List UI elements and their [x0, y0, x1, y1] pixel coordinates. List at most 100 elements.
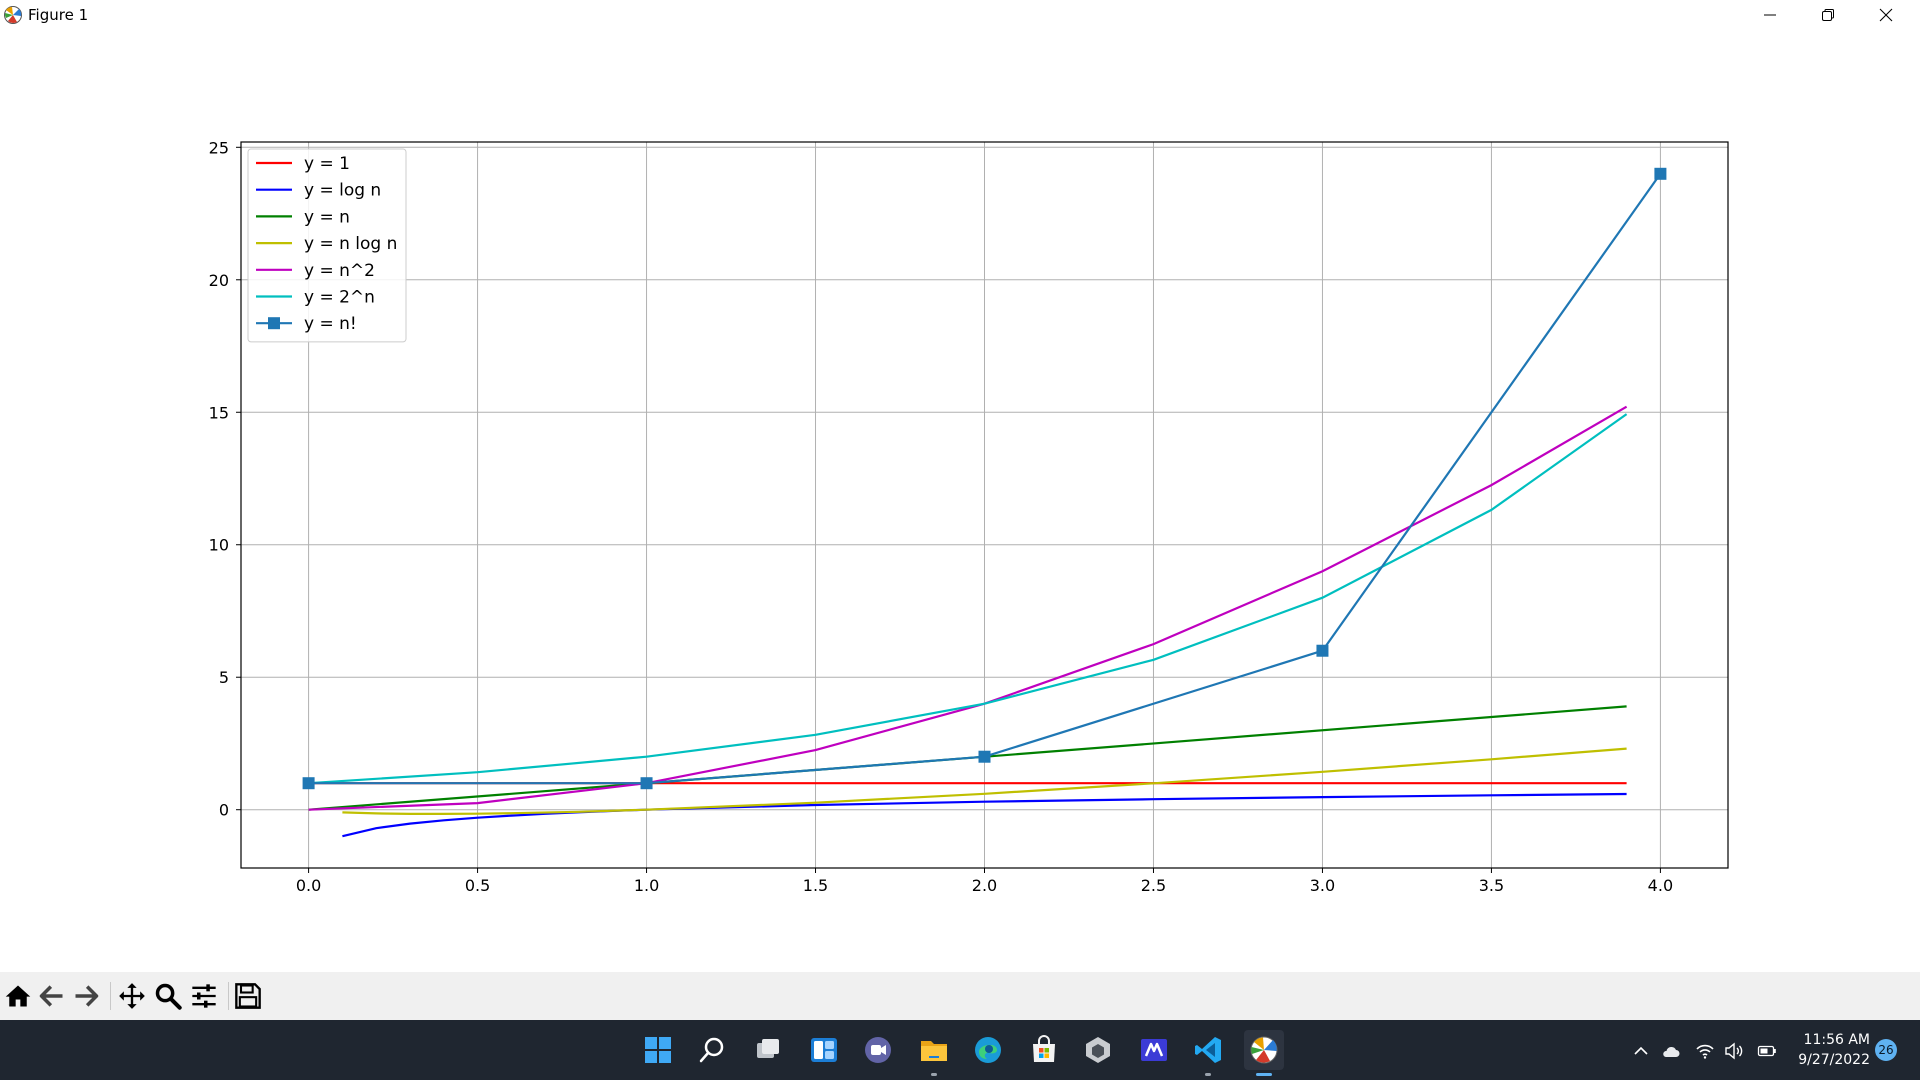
- y-tick-label: 0: [219, 801, 229, 820]
- minimize-icon: [1764, 14, 1776, 16]
- series-marker: [302, 777, 315, 790]
- teams-chat-button[interactable]: [858, 1030, 898, 1070]
- battery-icon: [1757, 1045, 1776, 1057]
- legend-label: y = 2^n: [304, 288, 375, 308]
- close-button[interactable]: [1857, 0, 1915, 30]
- python-figure-button[interactable]: [1244, 1030, 1284, 1076]
- store-icon: [1033, 1035, 1055, 1062]
- forward-button[interactable]: [70, 980, 102, 1012]
- task-view-icon: [757, 1039, 779, 1058]
- widgets-icon: [811, 1038, 837, 1062]
- active-indicator: [1256, 1073, 1272, 1076]
- configure-subplots-icon: [192, 984, 216, 1008]
- legend-label: y = n^2: [304, 261, 375, 281]
- line-chart: 0.0 0.5 1.0 1.5 2.0 2.5 3.0 3.5 4.0 0 5 10 15 20 25 y =…: [209, 138, 1729, 895]
- edge-icon: [975, 1037, 1001, 1063]
- window-titlebar: Figure 1: [0, 0, 1920, 30]
- x-tick-label: 0.5: [465, 876, 490, 895]
- edge-browser-button[interactable]: [968, 1030, 1008, 1070]
- window-title: Figure 1: [28, 6, 89, 24]
- toolbar-separator: [228, 982, 229, 1010]
- store-button[interactable]: [1024, 1030, 1064, 1070]
- cube-app-icon: [1086, 1037, 1110, 1063]
- x-tick-label: 3.0: [1310, 876, 1335, 895]
- x-tick-label: 1.5: [803, 876, 828, 895]
- unity-button[interactable]: [1078, 1030, 1118, 1070]
- series-marker: [1316, 644, 1329, 657]
- taskbar: 11:56 AM 9/27/2022 26: [0, 1020, 1920, 1080]
- save-icon: [235, 983, 261, 1009]
- notification-badge[interactable]: 26: [1875, 1039, 1897, 1061]
- x-tick-label: 0.0: [296, 876, 321, 895]
- search-button[interactable]: [692, 1030, 732, 1070]
- x-tick-label: 3.5: [1479, 876, 1504, 895]
- y-tick-label: 25: [209, 138, 229, 157]
- teams-chat-icon: [865, 1037, 891, 1063]
- y-tick-label: 15: [209, 403, 229, 422]
- pan-button[interactable]: [116, 980, 148, 1012]
- clock-date: 9/27/2022: [1798, 1052, 1870, 1068]
- save-button[interactable]: [232, 980, 264, 1012]
- pan-icon: [119, 983, 145, 1009]
- windows-start-icon: [645, 1037, 671, 1063]
- legend-label: y = n log n: [304, 234, 397, 254]
- series-marker: [1654, 167, 1667, 180]
- y-tick-label: 10: [209, 536, 229, 555]
- navigation-toolbar: [0, 972, 1920, 1020]
- home-icon: [5, 985, 31, 1007]
- start-button[interactable]: [638, 1030, 678, 1070]
- open-indicator: [1205, 1073, 1211, 1076]
- vscode-button[interactable]: [1188, 1030, 1228, 1076]
- file-explorer-button[interactable]: [914, 1030, 954, 1076]
- series-marker: [978, 750, 991, 763]
- m-app-icon: [1141, 1039, 1167, 1061]
- task-view-button[interactable]: [748, 1030, 788, 1070]
- wifi-icon: [1696, 1044, 1714, 1059]
- configure-subplots-button[interactable]: [188, 980, 220, 1012]
- back-button[interactable]: [36, 980, 68, 1012]
- figure-app-icon: [3, 5, 23, 25]
- restore-button[interactable]: [1799, 0, 1857, 30]
- clock-time: 11:56 AM: [1803, 1032, 1870, 1048]
- widgets-button[interactable]: [804, 1030, 844, 1070]
- legend-label: y = log n: [304, 181, 381, 201]
- speaker-icon: [1725, 1042, 1743, 1060]
- x-tick-label: 2.0: [972, 876, 997, 895]
- search-icon: [699, 1037, 724, 1063]
- onedrive-tray-button[interactable]: [1660, 1040, 1682, 1062]
- battery-tray-button[interactable]: [1756, 1040, 1778, 1062]
- forward-icon: [75, 985, 99, 1007]
- back-icon: [39, 985, 63, 1007]
- zoom-button[interactable]: [152, 980, 184, 1012]
- y-tick-label: 5: [219, 668, 229, 687]
- show-hidden-icons-button[interactable]: [1630, 1040, 1652, 1062]
- legend-box: [247, 148, 407, 343]
- legend-label: y = n!: [304, 314, 357, 334]
- x-tick-label: 2.5: [1141, 876, 1166, 895]
- folder-icon: [921, 1041, 947, 1061]
- figure-canvas[interactable]: 0.0 0.5 1.0 1.5 2.0 2.5 3.0 3.5 4.0 0 5 10 15 20 25 y =…: [0, 30, 1920, 972]
- restore-icon: [1822, 9, 1834, 21]
- x-tick-label: 1.0: [634, 876, 659, 895]
- legend-label: y = n: [304, 207, 350, 227]
- x-tick-label: 4.0: [1648, 876, 1673, 895]
- vscode-icon: [1195, 1037, 1221, 1063]
- series-line-5: [308, 413, 1628, 785]
- cloud-icon: [1663, 1046, 1680, 1057]
- home-button[interactable]: [2, 980, 34, 1012]
- minimize-button[interactable]: [1741, 0, 1799, 30]
- legend-label: y = 1: [304, 154, 350, 174]
- matplotlib-icon: [1250, 1036, 1278, 1064]
- close-icon: [1879, 8, 1893, 22]
- legend-marker: [268, 317, 280, 330]
- volume-tray-button[interactable]: [1723, 1040, 1745, 1062]
- y-tick-label: 20: [209, 271, 229, 290]
- app-button[interactable]: [1134, 1030, 1174, 1070]
- clock[interactable]: 11:56 AM 9/27/2022: [1790, 1030, 1870, 1070]
- zoom-icon: [155, 983, 182, 1010]
- series-line-3: [342, 747, 1627, 816]
- wifi-tray-button[interactable]: [1694, 1040, 1716, 1062]
- chevron-up-icon: [1634, 1046, 1648, 1055]
- toolbar-separator: [110, 982, 111, 1010]
- series-marker: [640, 777, 653, 790]
